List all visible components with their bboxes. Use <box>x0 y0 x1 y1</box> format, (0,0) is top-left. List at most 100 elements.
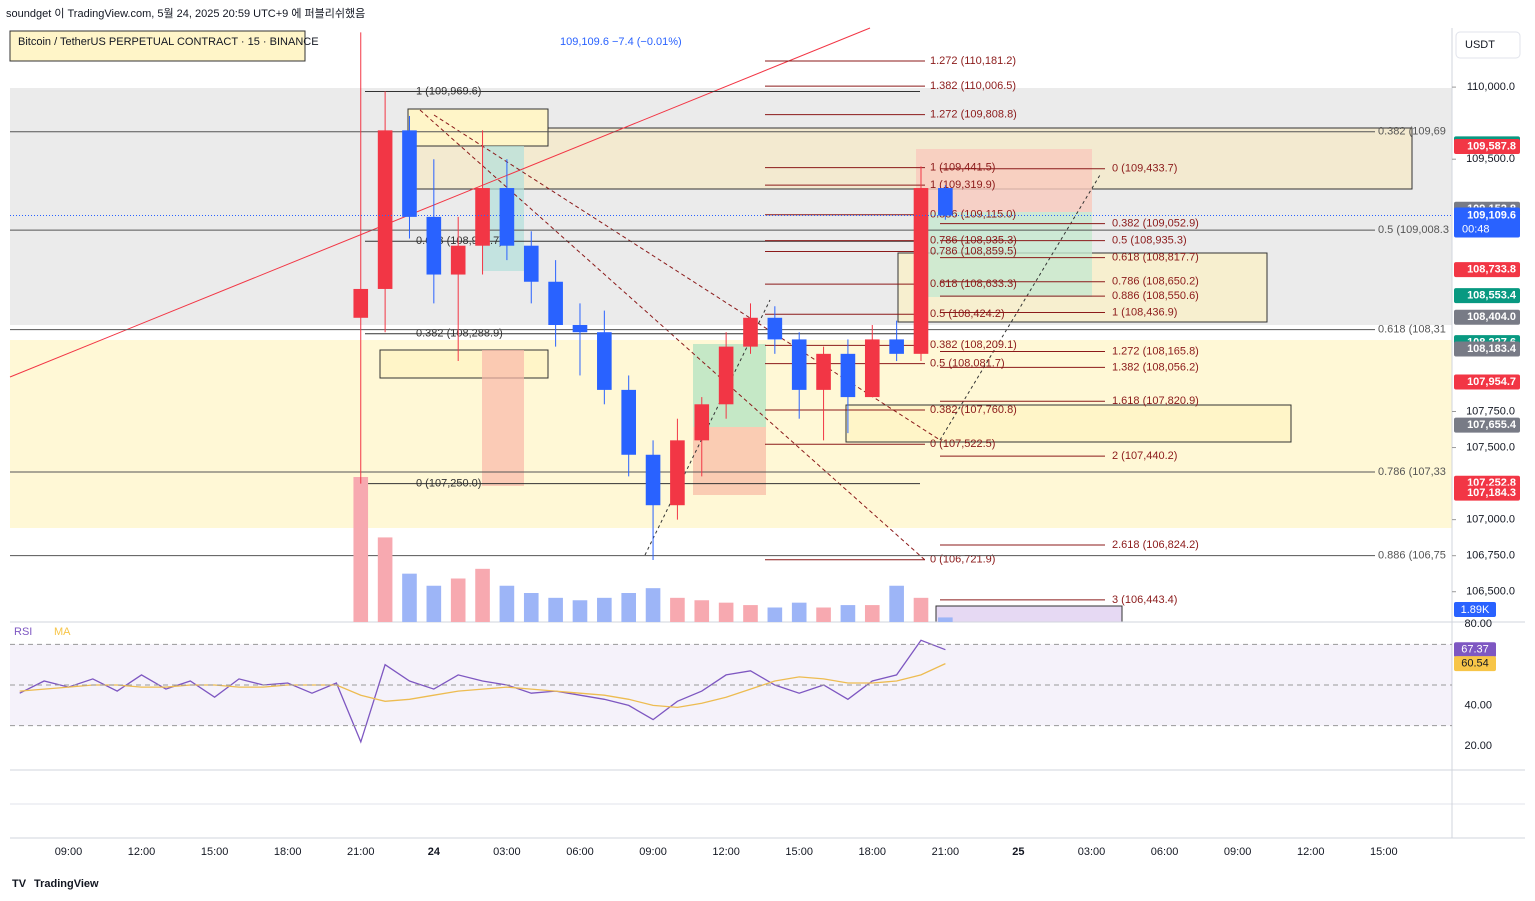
price-badge <box>1454 139 1520 155</box>
x-tick-label: 15:00 <box>1370 846 1398 858</box>
volume-bar <box>499 585 515 622</box>
fib-label: 1.272 (110,181.2) <box>930 55 1016 67</box>
fib-label: 1.272 (109,808.8) <box>930 109 1017 121</box>
fib-label: 0.786 (108,650.2) <box>1112 276 1199 288</box>
fib-label: 1.618 (107,820.9) <box>1112 395 1199 407</box>
publisher: soundget 이 TradingView.com, 5월 24, 2025 … <box>6 7 365 20</box>
fib-label: 1.272 (108,165.8) <box>1112 345 1199 357</box>
y-tick-label: 106,750.0 <box>1466 550 1515 562</box>
fib-label: 1.382 (110,006.5) <box>930 80 1016 92</box>
rsi-tick-label: 40.00 <box>1464 699 1492 711</box>
series-name: MA <box>54 626 71 638</box>
price-change: 109,109.6 −7.4 (−0.01%) <box>560 36 682 48</box>
x-tick-label: 03:00 <box>1078 846 1106 858</box>
volume-bar <box>670 597 685 622</box>
rsi-badge-label: 67.37 <box>1461 644 1489 656</box>
fib-label: 1.382 (108,056.2) <box>1112 361 1199 373</box>
last-price-label: 109,109.6 <box>1467 209 1516 221</box>
volume-bar <box>475 568 490 622</box>
volume-bar <box>353 477 369 622</box>
countdown: 00:48 <box>1462 223 1490 235</box>
candle-body <box>450 245 466 275</box>
price-badge-label: 108,404.0 <box>1467 311 1516 323</box>
volume-bar <box>840 605 856 622</box>
last-price-badge <box>1454 207 1520 238</box>
volume-bar <box>597 597 612 622</box>
x-tick-label: 15:00 <box>201 846 229 858</box>
fib-label: 0.886 (106,75 <box>1378 550 1446 562</box>
candle-body <box>694 404 710 441</box>
fib-label: 0.382 (108,209.1) <box>930 339 1017 351</box>
x-tick-label: 09:00 <box>639 846 667 858</box>
fib-label: 0.618 (108,817.7) <box>1112 251 1199 263</box>
y-tick-label: 109,500.0 <box>1466 153 1515 165</box>
volume-bar <box>402 573 417 622</box>
candle-body <box>402 130 417 217</box>
volume-bar <box>523 593 539 622</box>
candle-body <box>864 339 880 398</box>
volume-bar <box>450 578 466 622</box>
fib-label: 1 (109,441.5) <box>930 162 995 174</box>
x-tick-label: 06:00 <box>1151 846 1179 858</box>
candle-body <box>353 288 369 318</box>
rsi-badge <box>1454 656 1496 672</box>
volume-bar <box>889 585 904 622</box>
price-badge <box>1454 288 1520 304</box>
volume-bar <box>645 588 661 622</box>
fib-label: 0.5 (108,424.2) <box>930 308 1005 320</box>
x-tick-label: 18:00 <box>859 846 887 858</box>
x-tick-label: 12:00 <box>712 846 740 858</box>
brand: TradingView <box>34 878 99 890</box>
volume-bar <box>694 600 710 622</box>
fib-label: 0.5 (108,935.3) <box>1112 235 1187 247</box>
candle-body <box>791 339 807 390</box>
fib-label: 0.786 (107,33 <box>1378 466 1446 478</box>
candle-body <box>572 325 588 333</box>
rsi-line <box>19 663 946 709</box>
fib-label: 1 (109,969.6) <box>416 85 481 97</box>
y-tick-label: 107,000.0 <box>1466 514 1515 526</box>
zone <box>407 108 549 147</box>
trendline <box>9 27 871 378</box>
zone <box>407 127 1413 190</box>
price-badge <box>1454 374 1520 390</box>
zone <box>9 30 306 62</box>
price-badge-label: 107,184.3 <box>1467 487 1516 499</box>
x-tick-label: 18:00 <box>274 846 302 858</box>
price-badge-label: 108,733.8 <box>1467 264 1516 276</box>
candle-body <box>718 346 734 405</box>
candle-body <box>816 353 831 390</box>
rsi-tick-label: 80.00 <box>1464 618 1492 630</box>
candle-body <box>889 339 904 354</box>
price-badge-label: 107,954.7 <box>1467 376 1516 388</box>
x-tick-label: 24 <box>428 846 441 858</box>
fib-label: 0.5 (109,008.3 <box>1378 224 1449 236</box>
y-tick-label: 107,500.0 <box>1466 441 1515 453</box>
rsi-tick-label: 20.00 <box>1464 740 1492 752</box>
price-badge-label: 108,553.4 <box>1467 290 1517 302</box>
series-name: RSI <box>14 626 32 638</box>
fib-label: 0 (106,721.9) <box>930 554 995 566</box>
candle-body <box>621 389 637 455</box>
candle-body <box>377 130 393 289</box>
price-badge <box>1454 341 1520 357</box>
trendline <box>433 114 941 441</box>
price-badge <box>1454 485 1520 501</box>
y-tick-label: 107,750.0 <box>1466 405 1515 417</box>
volume-bar <box>864 605 880 622</box>
candle-body <box>840 353 856 398</box>
fib-label: 2.618 (106,824.2) <box>1112 539 1199 551</box>
fib-label: 0.382 (109,69 <box>1378 126 1446 138</box>
currency-button[interactable] <box>1455 31 1521 59</box>
volume-bar <box>913 597 929 622</box>
candle-body <box>767 317 783 340</box>
x-tick-label: 15:00 <box>785 846 813 858</box>
candle-body <box>597 332 612 390</box>
volume-bar <box>426 585 442 622</box>
currency[interactable]: USDT <box>1465 39 1495 51</box>
x-tick-label: 06:00 <box>566 846 594 858</box>
x-tick-label: 09:00 <box>1224 846 1252 858</box>
candle-body <box>523 245 539 282</box>
x-tick-label: 09:00 <box>55 846 83 858</box>
